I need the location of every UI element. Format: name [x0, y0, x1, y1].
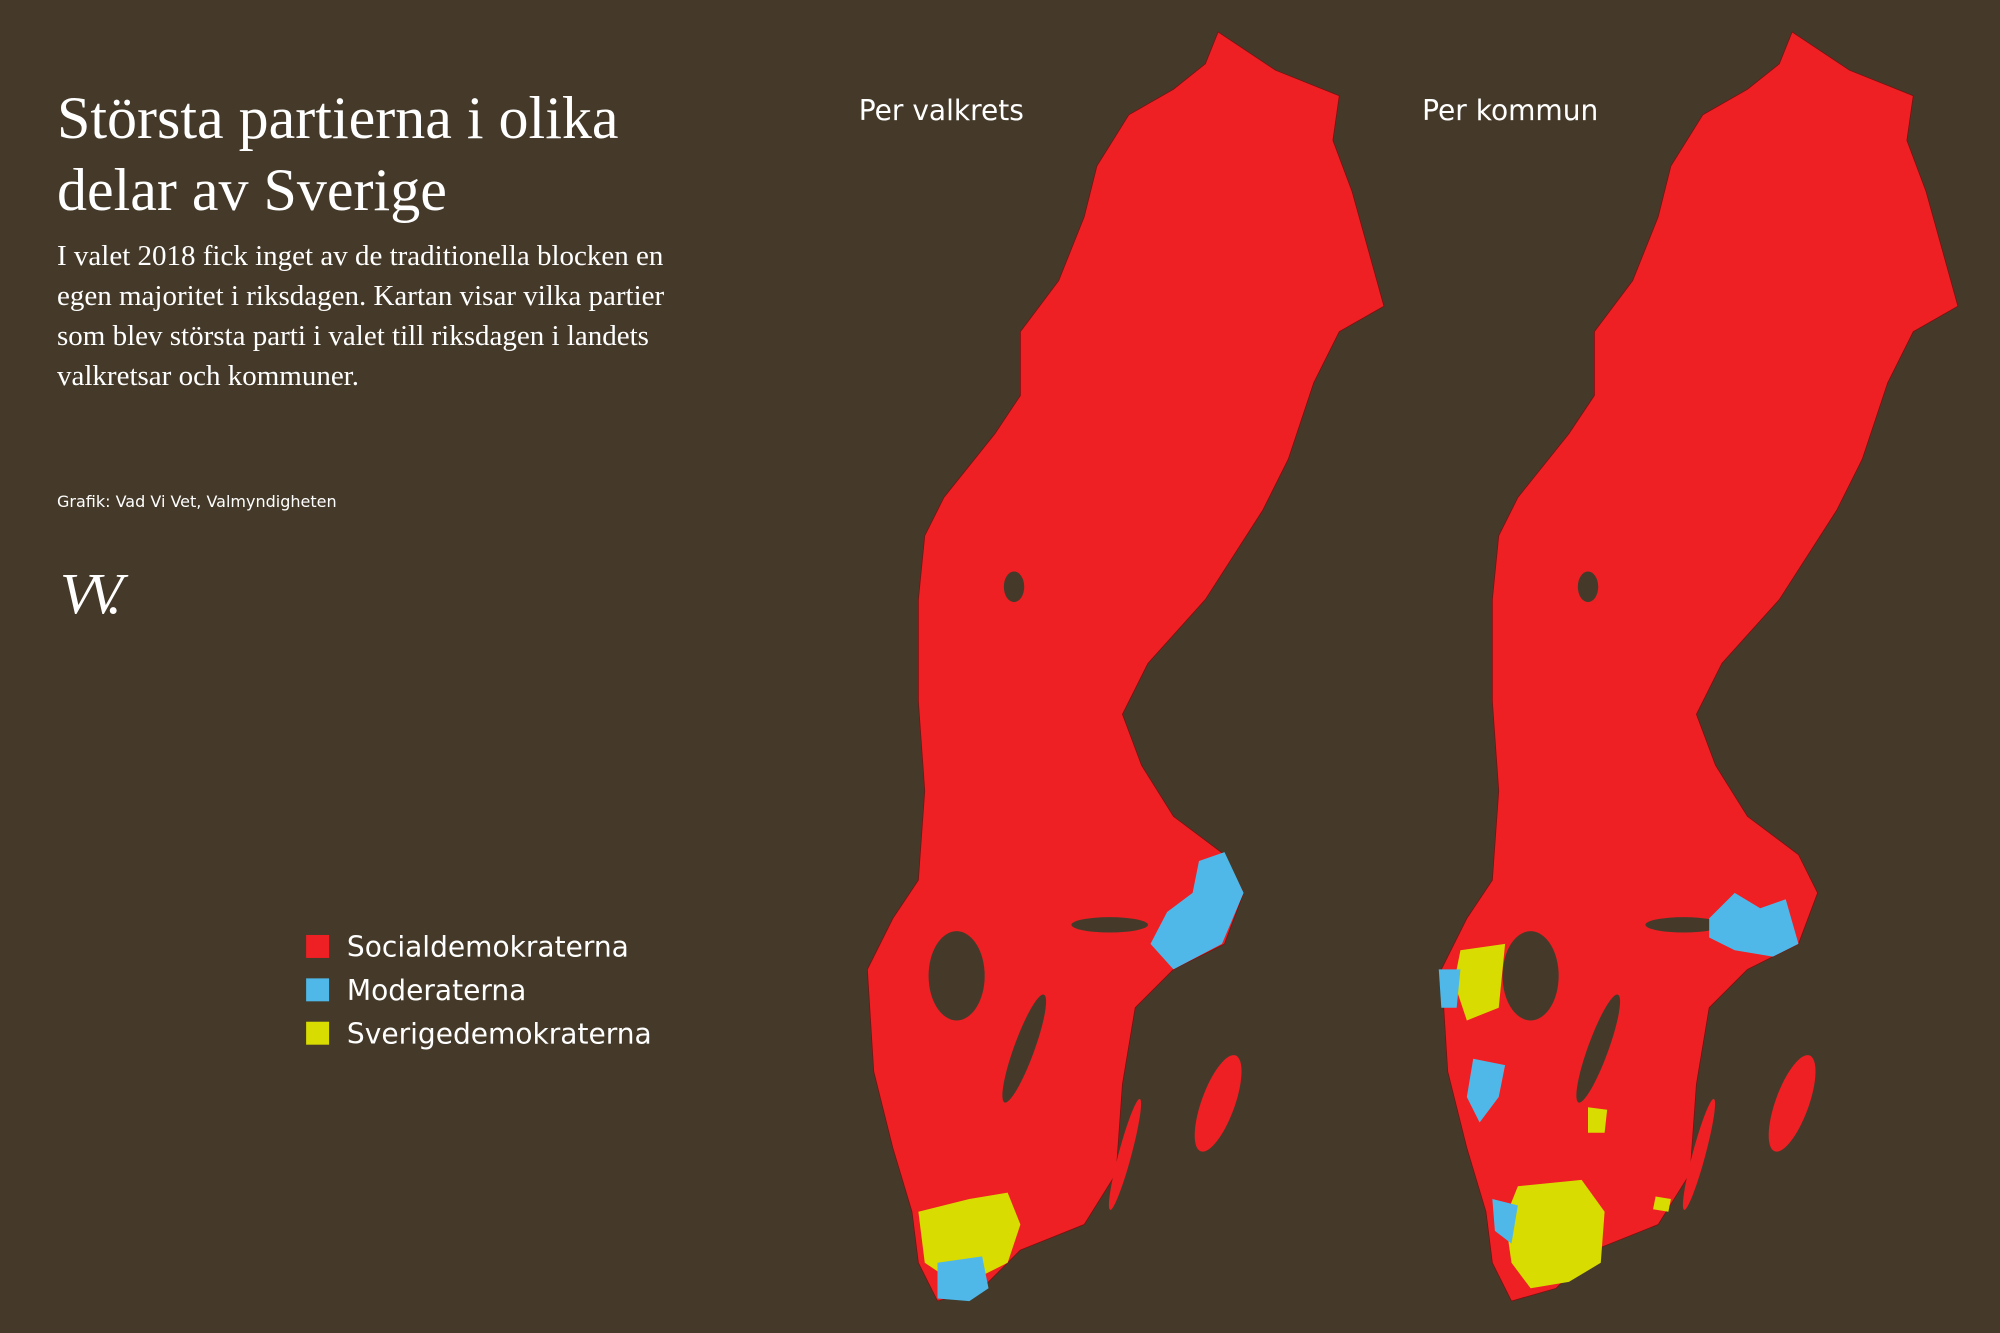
sweden [866, 31, 1385, 1302]
region [1466, 1058, 1506, 1123]
oland [1682, 1098, 1716, 1210]
region [1438, 969, 1461, 1008]
subtitle: I valet 2018 fick inget av de traditione… [57, 240, 665, 393]
legend-label: Socialdemokraterna [347, 931, 629, 964]
region [1653, 1196, 1671, 1212]
region [1588, 1107, 1608, 1133]
legend-swatch [306, 934, 330, 958]
region [1505, 1179, 1605, 1289]
sweden [1440, 31, 1959, 1302]
region [918, 1192, 1021, 1276]
gotland [1768, 1055, 1816, 1152]
region [1709, 892, 1799, 957]
region [937, 1256, 989, 1302]
legend-swatch [306, 1021, 330, 1045]
lake [1003, 571, 1025, 603]
title: Största partierna i olika delar av Sveri… [57, 85, 619, 223]
lake [1071, 917, 1148, 933]
oland [1108, 1098, 1142, 1210]
lake [1576, 994, 1621, 1103]
region [1454, 943, 1506, 1021]
lake [928, 931, 985, 1021]
lake [1502, 931, 1559, 1021]
region [1150, 852, 1244, 970]
legend-swatch [306, 978, 330, 1002]
lake [1002, 994, 1047, 1103]
legend-label: Moderaterna [347, 974, 526, 1007]
source: Grafik: Vad Vi Vet, Valmyndigheten [57, 492, 337, 511]
legend-label: Sverigedemokraterna [347, 1017, 652, 1050]
lake [1577, 571, 1599, 603]
map-label: Per kommun [1422, 94, 1598, 127]
lake [1645, 917, 1722, 933]
region [1492, 1199, 1518, 1244]
gotland [1194, 1055, 1242, 1152]
map-label: Per valkrets [859, 94, 1024, 127]
logo: VV. [60, 561, 122, 626]
